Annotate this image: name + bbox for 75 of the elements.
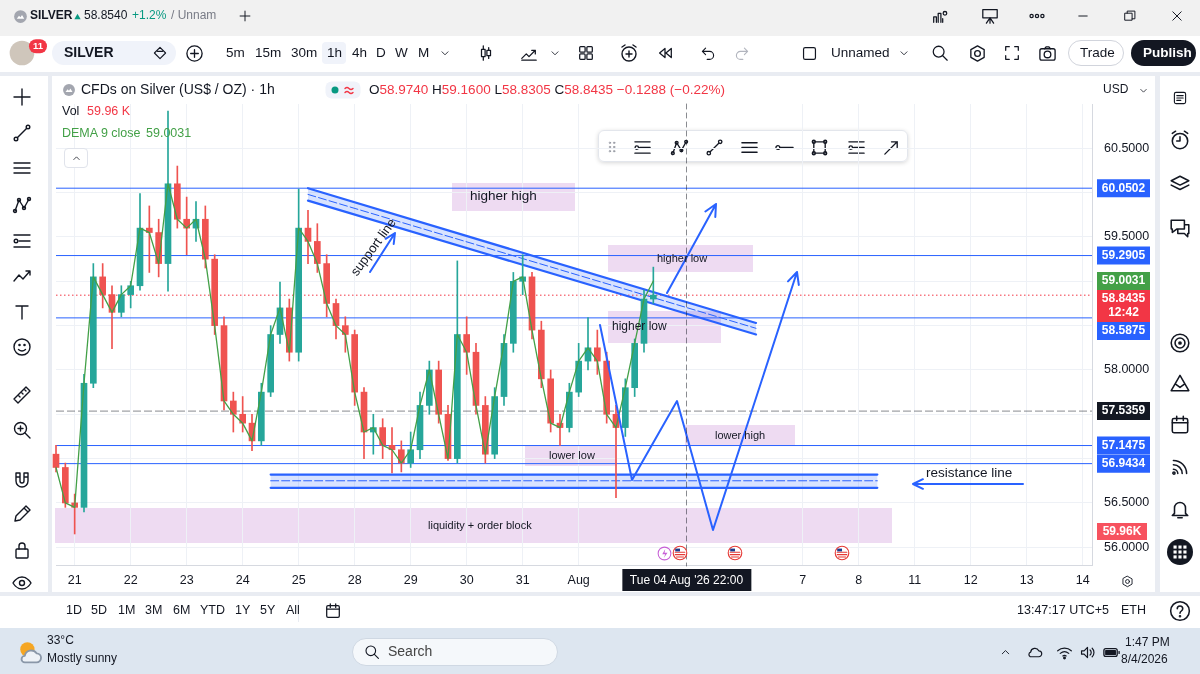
y-tick-label: 60.5000 [1104,140,1150,155]
text: SILVER [30,8,73,23]
text: Mostly sunny [47,651,118,666]
y-tick-label: 56.0000 [1104,539,1150,554]
text: Search [388,643,433,660]
x-tick-label: 14 [1075,572,1090,587]
text: 8/4/2026 [1121,652,1168,667]
y-tick-label: 59.5000 [1104,229,1150,244]
x-tick-label: 12 [963,572,978,587]
text: W [395,44,408,60]
text: 30m [291,44,318,60]
text: / Unnam [171,8,217,23]
text: 1D [66,603,82,618]
ref-line-label: 56.9434 [1101,455,1146,470]
x-tick-label: 21 [67,572,82,587]
text: 11 [28,39,48,53]
text: 1Y [235,603,251,618]
text: 33°C [47,633,74,648]
text: M [418,44,430,60]
ref-line-label: 58.8435 12:42 [1101,291,1146,320]
text: 59.0031 [1101,273,1146,288]
text: 58.8540 [84,8,128,23]
x-tick-label: 13 [1019,572,1034,587]
text: +1.2% [132,8,167,23]
ref-line-label: 57.1475 [1101,437,1146,452]
chart-title: CFDs on Silver (US$ / OZ) · 1h [81,81,275,98]
ref-line-label: 59.2905 [1101,247,1146,262]
x-tick-label: Aug [567,572,590,587]
x-tick-label: 11 [908,572,922,587]
annotation: resistance line [926,464,1013,480]
y-tick-label: 58.0000 [1104,362,1150,377]
text: Unnamed [831,44,890,60]
text: YTD [200,603,225,618]
text: 13:47:17 UTC+5 [1017,603,1110,618]
annotation: higher high [470,187,537,203]
text: 59.96K [1097,522,1147,540]
text: D [376,44,386,60]
text: ETH [1121,603,1146,618]
y-tick-label: 56.5000 [1104,495,1150,510]
text: 1M [118,603,136,618]
text: 15m [255,44,282,60]
x-tick-label: 8 [855,572,863,587]
ref-line-label: 58.5875 [1101,323,1146,338]
text: Tue 04 Aug '26 22:00 [621,569,752,591]
annotation: liquidity + order block [428,518,532,531]
text: 6M [173,603,191,618]
x-tick-label: 25 [291,572,306,587]
x-tick-label: 30 [459,572,474,587]
ref-line-label: 60.0502 [1101,180,1146,195]
text: All [286,603,300,618]
x-tick-label: 31 [515,572,530,587]
text: 5D [91,603,107,618]
text: O58.9740 H59.1600 L58.8305 C58.8435 −0.1288 (−0.22%) [369,81,725,97]
x-tick-label: 22 [123,572,138,587]
annotation: Vol [62,104,80,119]
text: Trade [1080,44,1115,60]
text: Publish [1143,44,1192,60]
annotation: lower high [715,428,766,441]
text: 1h [327,44,343,60]
ref-line-label: 57.5359 [1101,403,1146,418]
text: 1:47 PM [1125,635,1170,650]
text: 3M [145,603,163,618]
x-tick-label: 28 [347,572,362,587]
text: DEMA 9 close [62,126,141,141]
x-tick-label: 7 [799,572,807,587]
annotation: lower low [549,448,595,461]
x-tick-label: 29 [403,572,418,587]
x-tick-label: 23 [179,572,194,587]
x-tick-label: 24 [235,572,250,587]
text: 5Y [260,603,276,618]
text: 5m [226,44,245,60]
text: USD [1103,82,1129,97]
annotation: 59.96 K [87,104,131,119]
text: 4h [352,44,368,60]
text: SILVER [64,44,114,61]
